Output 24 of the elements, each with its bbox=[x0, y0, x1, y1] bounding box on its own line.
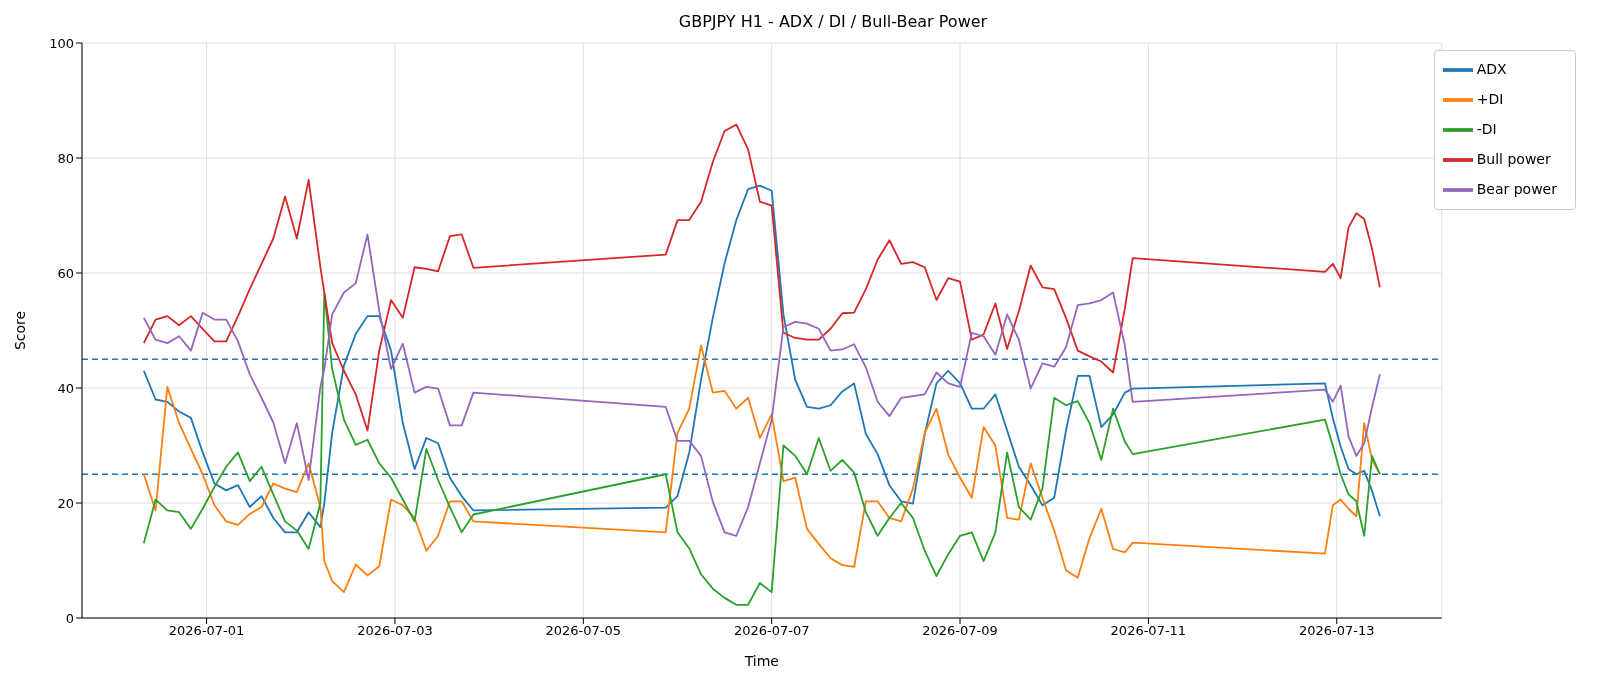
line-series bbox=[142, 291, 1381, 606]
legend-label: Bull power bbox=[1476, 151, 1551, 167]
y-tick-label: 100 bbox=[49, 35, 74, 51]
x-tick-label: 2026-07-13 bbox=[1298, 623, 1375, 639]
legend-label: -DI bbox=[1476, 121, 1497, 137]
x-tick-label: 2026-07-03 bbox=[357, 623, 433, 639]
y-tick-label: 60 bbox=[57, 265, 74, 281]
x-tick-label: 2026-07-05 bbox=[545, 623, 622, 639]
y-tick-label: 40 bbox=[57, 380, 74, 396]
line-series bbox=[142, 344, 1381, 594]
legend-label: +DI bbox=[1476, 91, 1504, 107]
chart-title: GBPJPY H1 - ADX / DI / Bull-Bear Power bbox=[677, 12, 989, 31]
y-tick-label: 0 bbox=[65, 610, 74, 626]
legend-label: ADX bbox=[1476, 61, 1507, 77]
x-axis-title: Time bbox=[743, 653, 779, 669]
y-tick-label: 20 bbox=[57, 495, 74, 511]
legend-label: Bear power bbox=[1476, 181, 1557, 197]
x-tick-label: 2026-07-01 bbox=[168, 623, 245, 639]
x-tick-label: 2026-07-09 bbox=[922, 623, 998, 639]
line-series bbox=[142, 123, 1381, 432]
x-tick-label: 2026-07-07 bbox=[733, 623, 810, 639]
y-tick-label: 80 bbox=[57, 150, 74, 166]
x-tick-label: 2026-07-11 bbox=[1110, 623, 1187, 639]
y-axis-title: Score bbox=[11, 310, 28, 351]
